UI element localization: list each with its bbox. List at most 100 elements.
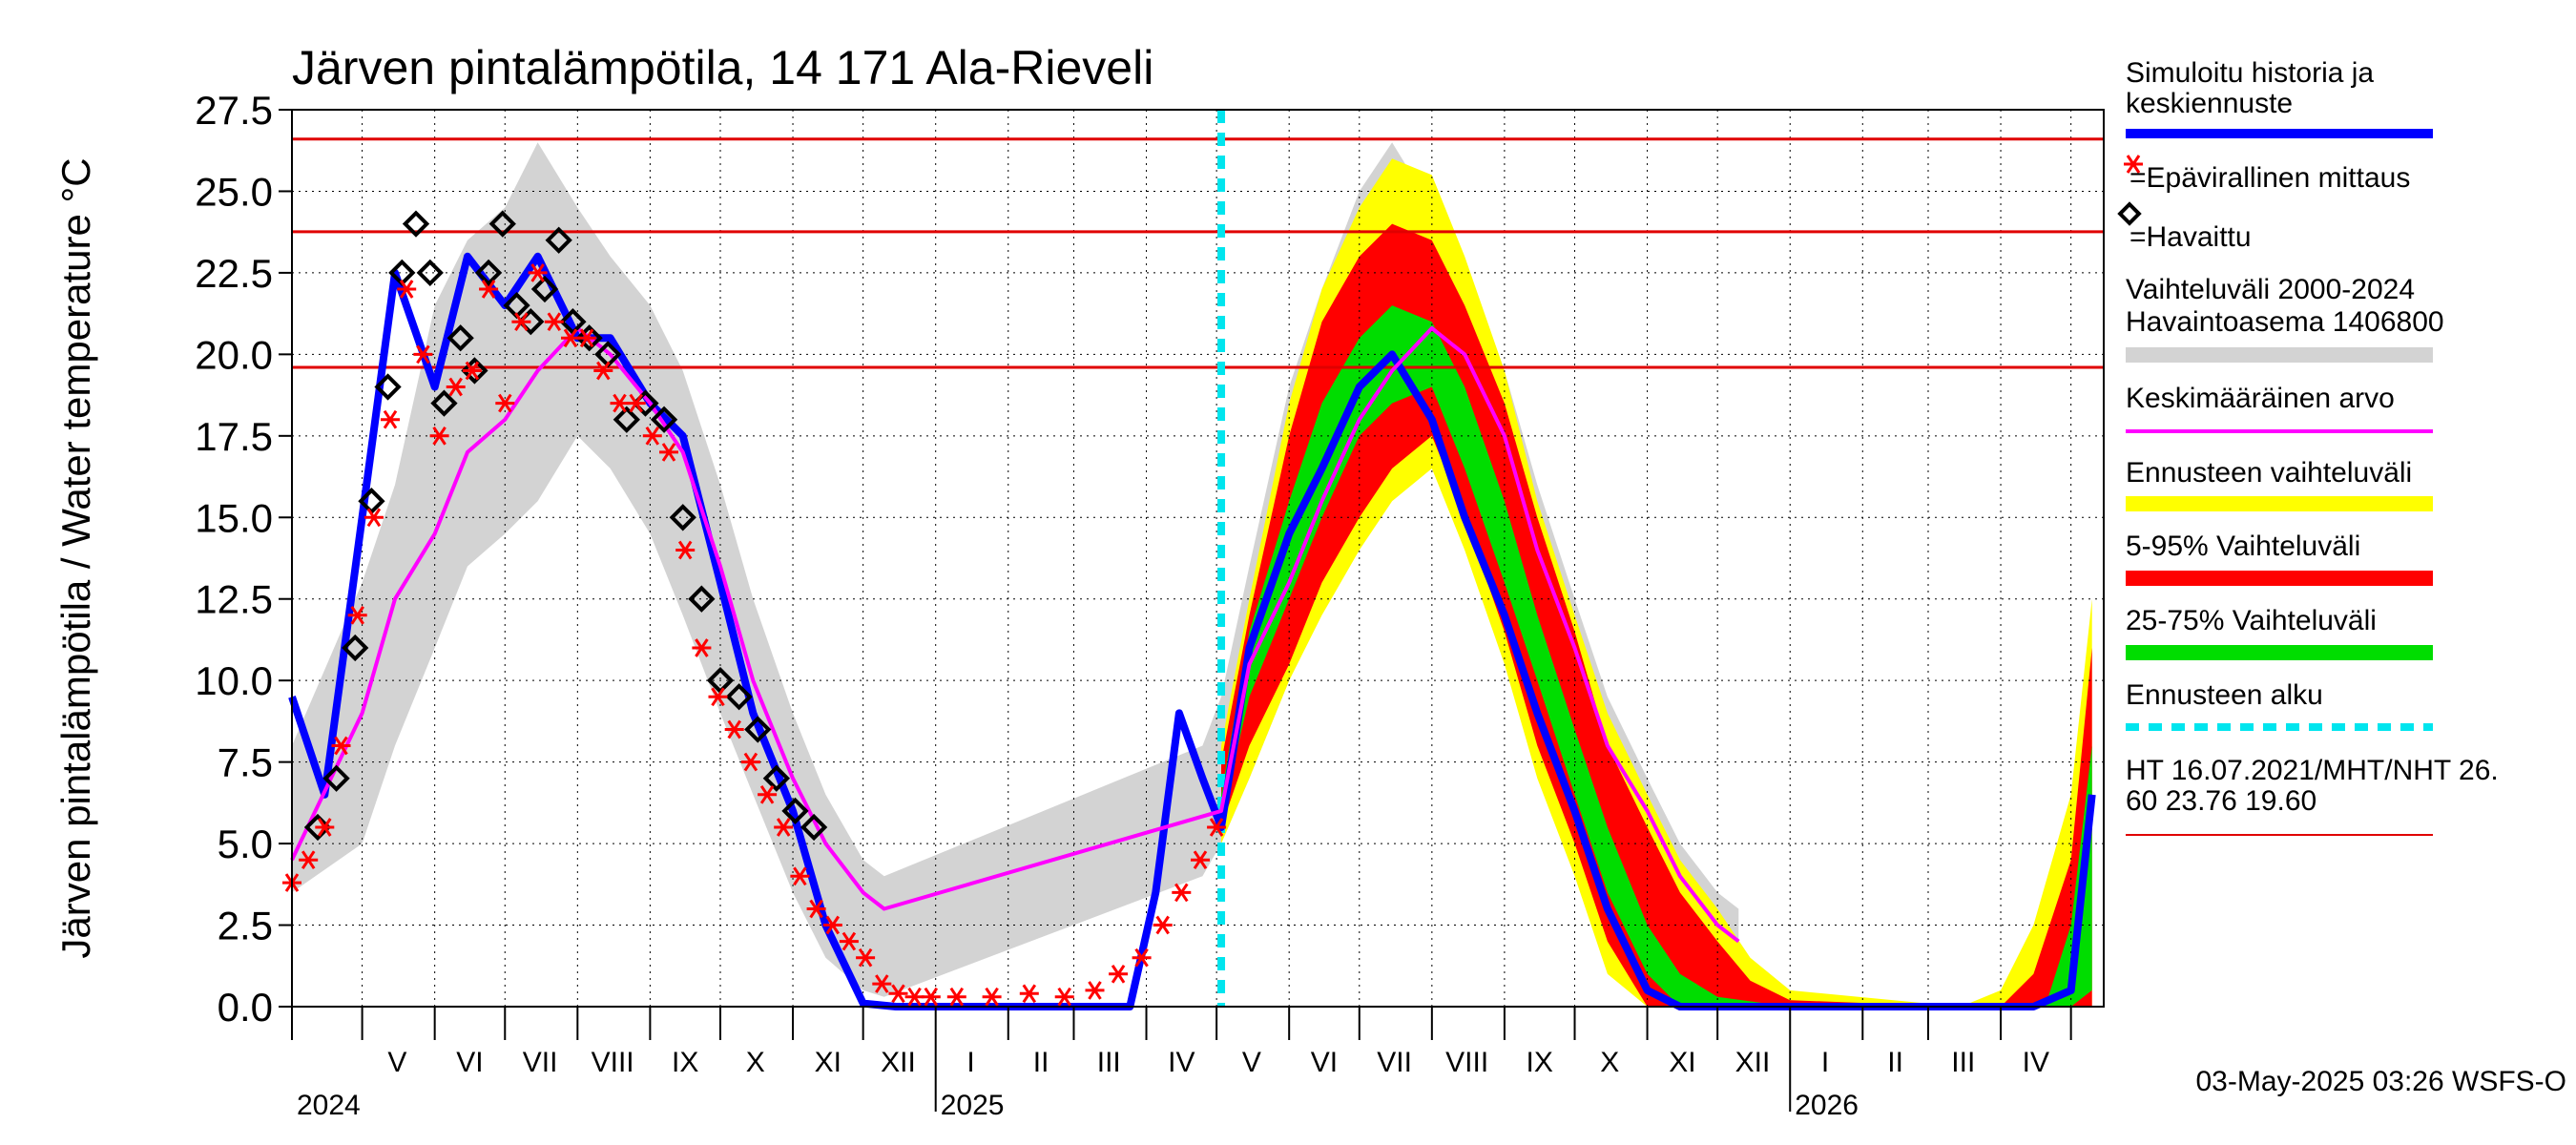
unofficial-point-stroke bbox=[1134, 947, 1149, 968]
unofficial-point-stroke bbox=[645, 426, 660, 446]
unofficial-point-stroke bbox=[301, 850, 316, 870]
range-bands bbox=[292, 142, 2092, 1008]
unofficial-point-stroke bbox=[613, 393, 627, 413]
unofficial-point-stroke bbox=[432, 426, 447, 446]
unofficial-point-40 bbox=[946, 987, 966, 1007]
legend: Simuloitu historia ja keskiennuste =Epäv… bbox=[2117, 57, 2499, 836]
unofficial-point-13 bbox=[495, 393, 515, 413]
unofficial-point-stroke bbox=[547, 312, 562, 332]
legend-label-forecast-start: Ennusteen alku bbox=[2126, 679, 2323, 711]
unofficial-point-stroke bbox=[875, 974, 889, 993]
unofficial-point-47 bbox=[1153, 915, 1173, 935]
unofficial-point-stroke bbox=[514, 312, 529, 332]
unofficial-point-stroke bbox=[1174, 883, 1189, 903]
legend-label-observed: =Havaittu bbox=[2129, 221, 2252, 253]
x-month-label-3: VIII bbox=[592, 1047, 634, 1078]
unofficial-point-1 bbox=[299, 850, 319, 870]
unofficial-point-46 bbox=[1132, 947, 1152, 968]
x-month-label-9: II bbox=[1033, 1047, 1049, 1078]
unofficial-point-6 bbox=[381, 409, 400, 429]
unofficial-point-stroke bbox=[350, 605, 364, 625]
unofficial-point-42 bbox=[1019, 984, 1039, 1004]
observed-point-0 bbox=[303, 813, 332, 842]
unofficial-point-stroke bbox=[711, 687, 725, 707]
x-month-label-13: VI bbox=[1311, 1047, 1338, 1078]
unofficial-point-stroke bbox=[949, 987, 965, 1007]
observed-point-19 bbox=[594, 341, 622, 368]
x-month-label-5: X bbox=[746, 1047, 765, 1078]
unofficial-point-33 bbox=[822, 915, 842, 935]
legend-label-p5-95: 5-95% Vaihteluväli bbox=[2126, 531, 2360, 562]
legend-label-forecast-range: Ennusteen vaihteluväli bbox=[2126, 457, 2412, 489]
unofficial-point-stroke bbox=[1057, 987, 1071, 1007]
x-month-label-15: VIII bbox=[1445, 1047, 1488, 1078]
x-month-label-23: IV bbox=[2023, 1047, 2049, 1078]
x-month-label-22: III bbox=[1951, 1047, 1975, 1078]
observed-point-26 bbox=[725, 683, 753, 711]
unofficial-point-34 bbox=[839, 931, 859, 951]
unofficial-point-17 bbox=[561, 328, 580, 348]
unofficial-point-20 bbox=[610, 393, 630, 413]
observed-point-15 bbox=[530, 275, 559, 303]
unofficial-point-24 bbox=[675, 540, 696, 560]
unofficial-point-stroke bbox=[759, 784, 775, 804]
unofficial-point-stroke bbox=[596, 361, 611, 381]
x-month-label-7: XII bbox=[881, 1047, 916, 1078]
unofficial-point-11 bbox=[462, 361, 482, 381]
unofficial-point-stroke bbox=[399, 280, 414, 299]
x-month-label-20: I bbox=[1821, 1047, 1829, 1078]
unofficial-point-stroke bbox=[776, 818, 791, 837]
unofficial-point-14 bbox=[511, 312, 531, 332]
legend-label-mean: Keskimääräinen arvo bbox=[2126, 383, 2395, 414]
unofficial-point-stroke bbox=[481, 280, 496, 299]
unofficial-point-stroke bbox=[1088, 981, 1102, 1000]
observed-point-22 bbox=[650, 406, 678, 433]
reference-lines bbox=[292, 110, 2104, 1007]
x-month-label-0: V bbox=[387, 1047, 406, 1078]
x-month-label-19: XII bbox=[1735, 1047, 1771, 1078]
x-month-label-10: III bbox=[1097, 1047, 1121, 1078]
unofficial-point-stroke bbox=[498, 393, 512, 413]
unofficial-point-28 bbox=[740, 752, 760, 772]
axes: 0.0 2.5 5.0 7.5 10.0 12.5 15.0 17.5 20.0 22.5 25.0… bbox=[195, 88, 2072, 1121]
x-month-label-2: VII bbox=[523, 1047, 558, 1078]
unofficial-point-stroke bbox=[383, 409, 398, 429]
unofficial-point-stroke bbox=[334, 736, 348, 756]
unofficial-point-38 bbox=[904, 987, 924, 1007]
y-axis-label: Järven pintalämpötila / Water temperatur… bbox=[53, 157, 98, 958]
y-tick-label-6: 15.0 bbox=[195, 495, 273, 540]
x-month-label-18: XI bbox=[1669, 1047, 1695, 1078]
observed-point-5 bbox=[388, 259, 416, 287]
observed-point-12 bbox=[488, 210, 516, 238]
observed-point-13 bbox=[503, 291, 530, 320]
observed-point-29 bbox=[781, 797, 809, 825]
unofficial-point-stroke bbox=[809, 899, 823, 919]
x-year-label-2: 2026 bbox=[1795, 1090, 1859, 1121]
unofficial-point-48 bbox=[1172, 883, 1192, 903]
unofficial-point-36 bbox=[872, 974, 892, 993]
unofficial-point-4 bbox=[347, 605, 367, 625]
y-tick-label-10: 25.0 bbox=[195, 169, 273, 214]
y-tick-label-5: 12.5 bbox=[195, 577, 273, 622]
y-tick-label-1: 2.5 bbox=[218, 904, 273, 948]
legend-swatch-observed-diamond bbox=[2117, 201, 2142, 226]
y-tick-label-4: 10.0 bbox=[195, 658, 273, 703]
unofficial-point-27 bbox=[724, 719, 744, 739]
y-tick-label-0: 0.0 bbox=[218, 985, 273, 1030]
unofficial-point-26 bbox=[708, 687, 728, 707]
unofficial-point-stroke bbox=[907, 987, 922, 1007]
y-tick-label-8: 20.0 bbox=[195, 332, 273, 377]
unofficial-point-23 bbox=[659, 443, 678, 462]
plot-frame bbox=[291, 109, 2105, 1008]
unofficial-point-18 bbox=[577, 328, 597, 348]
observed-point-27 bbox=[744, 716, 772, 743]
observed-point-25 bbox=[706, 667, 735, 695]
unofficial-point-29 bbox=[758, 784, 778, 804]
unofficial-point-stroke bbox=[563, 328, 578, 348]
unofficial-point-stroke bbox=[677, 540, 693, 560]
unofficial-point-19 bbox=[593, 361, 613, 381]
y-tick-label-7: 17.5 bbox=[195, 414, 273, 459]
unofficial-point-25 bbox=[692, 638, 712, 657]
observed-point-30 bbox=[800, 813, 828, 842]
